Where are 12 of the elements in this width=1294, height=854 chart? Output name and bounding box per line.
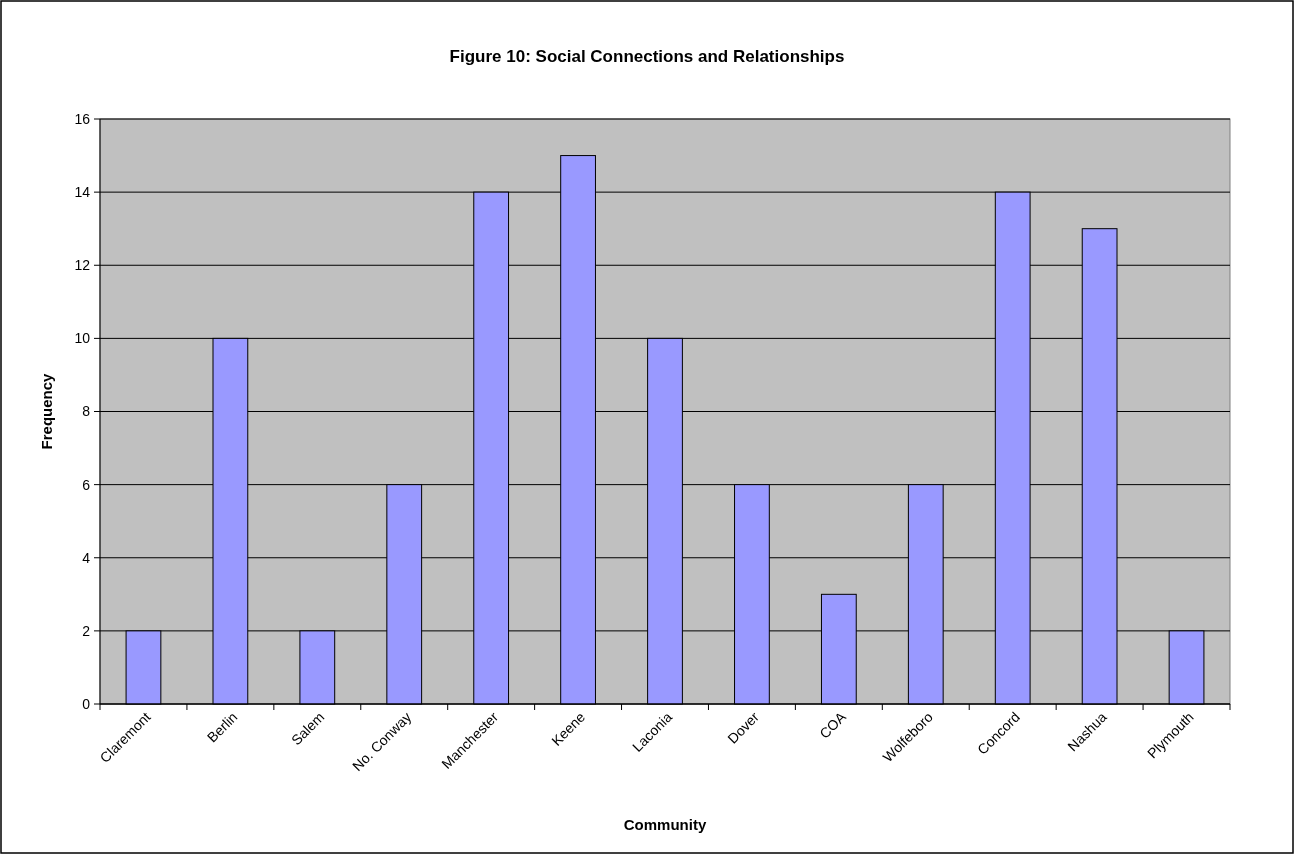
y-tick-label: 12	[74, 257, 91, 274]
y-tick-label: 2	[82, 622, 91, 639]
y-tick-label: 6	[82, 476, 91, 493]
y-tick-label: 0	[82, 695, 91, 712]
y-axis-title: Frequency	[38, 372, 55, 450]
x-axis-title: Community	[623, 816, 707, 833]
chart-title: Figure 10: Social Connections and Relationships	[449, 47, 845, 66]
y-tick-label: 4	[82, 549, 91, 566]
y-tick-label: 8	[82, 403, 91, 420]
y-tick-label: 14	[74, 184, 91, 201]
y-tick-label: 16	[74, 110, 91, 127]
y-tick-label: 10	[74, 330, 91, 347]
